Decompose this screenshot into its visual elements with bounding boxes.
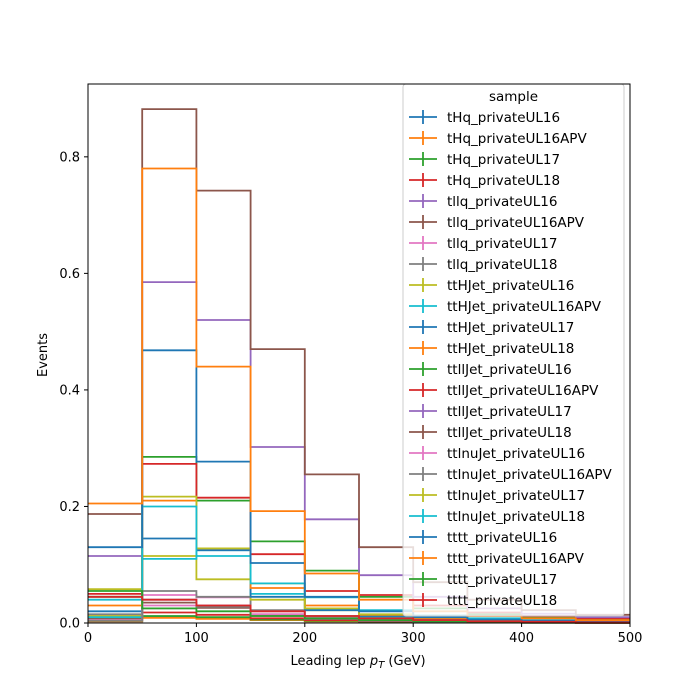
legend-entry: tttt_privateUL18 [409, 593, 557, 609]
legend-label: ttlnuJet_privateUL17 [447, 488, 585, 504]
legend-entry: ttlnuJet_privateUL17 [409, 488, 585, 504]
y-tick-label: 0.6 [59, 267, 80, 282]
legend-label: ttHJet_privateUL18 [447, 341, 574, 357]
legend: sample tHq_privateUL16 tHq_privateUL16APVt… [402, 83, 625, 617]
legend-entry: tllq_privateUL17 [409, 236, 557, 252]
legend-entry: ttHJet_privateUL16APV [409, 299, 602, 315]
legend-entry: tttt_privateUL16APV [409, 551, 585, 567]
legend-label: tttt_privateUL16APV [447, 551, 585, 567]
y-tick-label: 0.0 [59, 617, 80, 632]
y-tick-label: 0.4 [59, 383, 80, 398]
legend-entry: tllq_privateUL18 [409, 257, 557, 273]
legend-entry: ttllJet_privateUL16 [409, 362, 572, 378]
x-tick-label: 100 [184, 631, 209, 646]
legend-entry: tHq_privateUL18 [409, 173, 560, 189]
x-axis: 0 100 200 300 400 500 [84, 623, 643, 646]
legend-label: tHq_privateUL16 [447, 110, 560, 126]
legend-entry: tllq_privateUL16 [409, 194, 557, 210]
legend-label: tllq_privateUL16 [447, 194, 557, 210]
legend-entry: ttlnuJet_privateUL16 [409, 446, 585, 462]
legend-entry: ttllJet_privateUL18 [409, 425, 572, 441]
legend-entry: ttlnuJet_privateUL16APV [409, 467, 612, 483]
legend-label: tHq_privateUL16APV [447, 131, 587, 147]
legend-label: tHq_privateUL17 [447, 152, 560, 168]
legend-label: tttt_privateUL18 [447, 593, 557, 609]
x-tick-label: 0 [84, 631, 92, 646]
legend-label: ttHJet_privateUL16APV [447, 299, 602, 315]
legend-entry: ttllJet_privateUL16APV [409, 383, 599, 399]
legend-label: tllq_privateUL17 [447, 236, 557, 252]
legend-label: ttlnuJet_privateUL16 [447, 446, 585, 462]
x-tick-label: 300 [401, 631, 426, 646]
legend-label: tllq_privateUL16APV [447, 215, 585, 231]
legend-label: tttt_privateUL16 [447, 530, 557, 546]
legend-entry: tttt_privateUL17 [409, 572, 557, 588]
x-axis-title: Leading lep pT (GeV) [290, 654, 425, 671]
series-line-21 [88, 167, 630, 621]
legend-label: ttlnuJet_privateUL18 [447, 509, 585, 525]
legend-label: ttllJet_privateUL18 [447, 425, 572, 441]
series-line-23 [88, 595, 630, 624]
legend-entry: tHq_privateUL16APV [409, 131, 587, 147]
x-tick-label: 200 [292, 631, 317, 646]
legend-entry: tHq_privateUL16 [409, 110, 560, 126]
legend-entry: ttHJet_privateUL18 [409, 341, 574, 357]
legend-entry: tHq_privateUL17 [409, 152, 560, 168]
legend-entry: ttllJet_privateUL17 [409, 404, 572, 420]
legend-entry: tllq_privateUL16APV [409, 215, 585, 231]
plot-area [88, 108, 630, 624]
legend-label: tllq_privateUL18 [447, 257, 557, 273]
y-tick-label: 0.8 [59, 150, 80, 165]
y-axis-title: Events [36, 333, 51, 377]
x-tick-label: 500 [618, 631, 643, 646]
legend-entry: tttt_privateUL16 [409, 530, 557, 546]
legend-label: ttHJet_privateUL16 [447, 278, 574, 294]
legend-entry: ttlnuJet_privateUL18 [409, 509, 585, 525]
y-axis: 0.0 0.2 0.4 0.6 0.8 [59, 150, 88, 632]
legend-label: ttlnuJet_privateUL16APV [447, 467, 612, 483]
legend-label: ttllJet_privateUL17 [447, 404, 572, 420]
y-tick-label: 0.2 [59, 500, 80, 515]
legend-label: ttHJet_privateUL17 [447, 320, 574, 336]
legend-title: sample [489, 89, 538, 105]
legend-label: ttllJet_privateUL16 [447, 362, 572, 378]
legend-label: tHq_privateUL18 [447, 173, 560, 189]
legend-label: tttt_privateUL17 [447, 572, 557, 588]
x-tick-label: 400 [509, 631, 534, 646]
legend-entry: ttHJet_privateUL17 [409, 320, 574, 336]
plot-frame [87, 83, 631, 624]
legend-entry: ttHJet_privateUL16 [409, 278, 574, 294]
legend-label: ttllJet_privateUL16APV [447, 383, 599, 399]
